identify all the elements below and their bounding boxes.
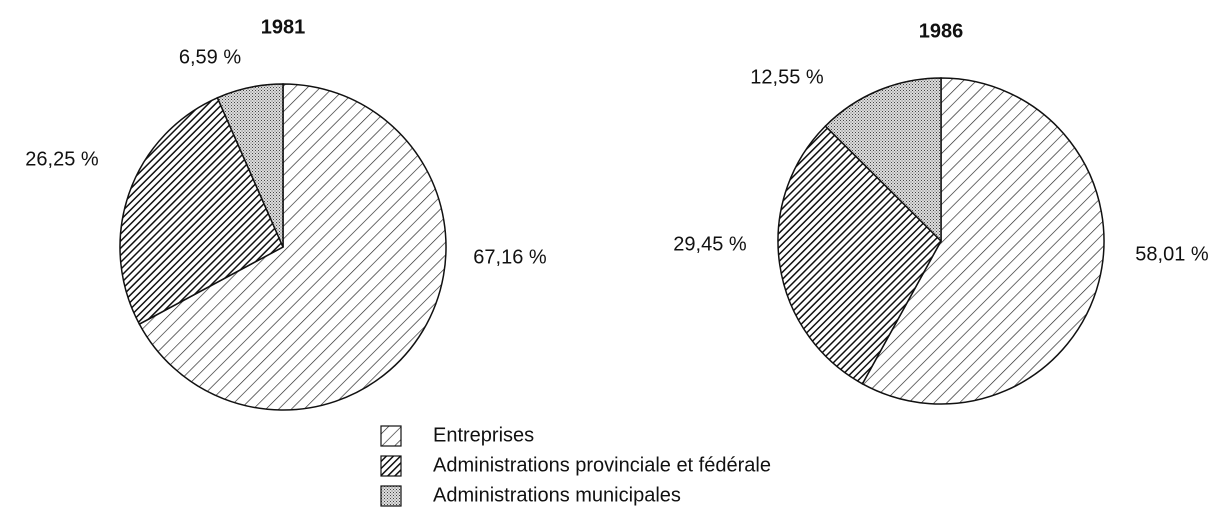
slice-label: 67,16 % [473,246,547,268]
pie-slice [861,77,1105,405]
chart-title: 1981 [261,16,306,38]
pie-slice [216,83,284,248]
legend-swatch [380,425,402,447]
legend-label: Entreprises [433,424,534,446]
slice-label: 58,01 % [1135,243,1209,265]
legend-label: Administrations provinciale et fédérale [433,454,771,476]
pie-slice [138,83,447,411]
legend-swatch [380,455,402,477]
slice-label: 6,59 % [179,46,241,68]
pie-slice [824,77,942,243]
legend-swatch [380,485,402,507]
slice-label: 29,45 % [673,233,747,255]
chart-title: 1986 [919,20,964,42]
slice-label: 12,55 % [750,66,824,88]
slice-label: 26,25 % [25,148,99,170]
legend-label: Administrations municipales [433,484,681,506]
pie-slice [777,125,942,385]
